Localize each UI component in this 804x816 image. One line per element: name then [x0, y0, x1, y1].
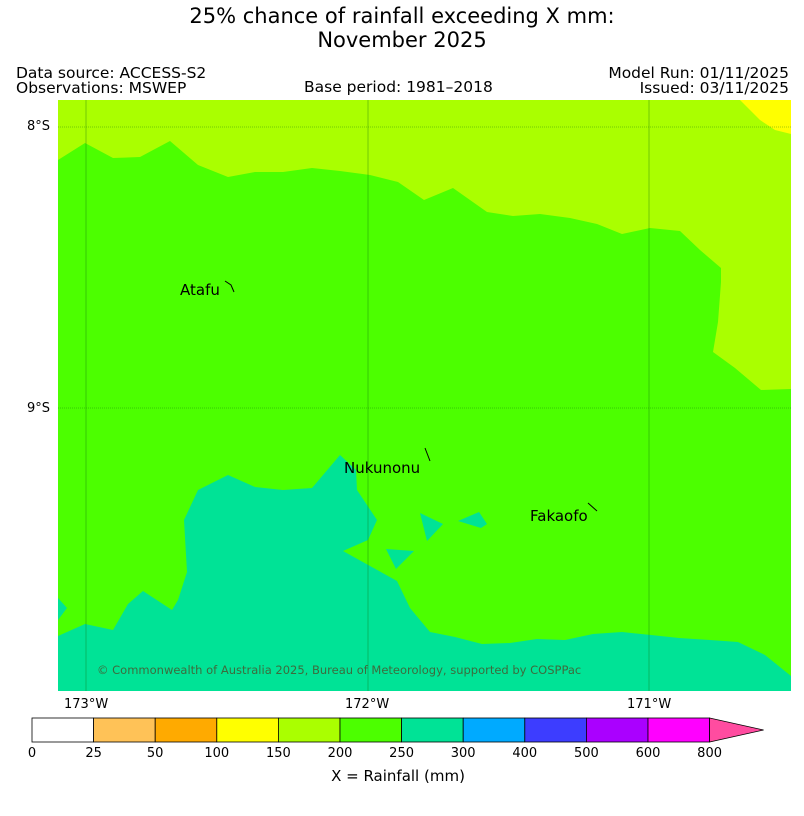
- colorbar-segment-100-150: [216, 717, 279, 743]
- place-label-atafu: Atafu: [180, 281, 220, 299]
- colorbar-label-25: 25: [85, 746, 102, 761]
- nukunonu-atoll: [424, 447, 431, 462]
- base-period: Base period: 1981–2018: [304, 78, 493, 96]
- colorbar-segment-250-300: [401, 717, 464, 743]
- colorbar-extension-over-800: [709, 717, 764, 743]
- header-left: Data source: ACCESS-S2 Observations: MSW…: [16, 64, 207, 97]
- colorbar-label-600: 600: [635, 746, 661, 761]
- lon-tick-172w: 172°W: [345, 697, 390, 712]
- chart-title: 25% chance of rainfall exceeding X mm: N…: [0, 4, 804, 52]
- colorbar-label-500: 500: [573, 746, 599, 761]
- header-right: Model Run: 01/11/2025 Issued: 03/11/2025: [608, 64, 789, 97]
- colorbar-label-250: 250: [389, 746, 414, 761]
- colorbar-segment-0-25: [31, 717, 94, 743]
- colorbar-xlabel: X = Rainfall (mm): [331, 767, 465, 785]
- colorbar-label-800: 800: [697, 746, 722, 761]
- fakaofo-atoll: [587, 502, 598, 512]
- copyright-notice: © Commonwealth of Australia 2025, Bureau…: [97, 663, 581, 677]
- zone-250-300-west: [58, 598, 67, 620]
- colorbar-segment-300-400: [462, 717, 526, 743]
- colorbar-label-300: 300: [450, 746, 476, 761]
- colorbar: [31, 717, 764, 743]
- zone-250-300-patch-b: [458, 512, 487, 528]
- model-run: Model Run: 01/11/2025: [608, 64, 789, 82]
- title-line-1: 25% chance of rainfall exceeding X mm:: [189, 4, 615, 28]
- issued-date: Issued: 03/11/2025: [639, 79, 789, 97]
- colorbar-segment-500-600: [586, 717, 649, 743]
- zone-250-300: [58, 455, 791, 691]
- place-label-fakaofo: Fakaofo: [530, 507, 588, 525]
- zone-250-300-patch-a: [420, 513, 443, 541]
- colorbar-label-400: 400: [512, 746, 538, 761]
- colorbar-segment-150-200: [277, 717, 341, 743]
- colorbar-segment-200-250: [339, 717, 402, 743]
- colorbar-label-200: 200: [327, 746, 353, 761]
- lat-tick-8s: 8°S: [27, 119, 51, 134]
- observations: Observations: MSWEP: [16, 79, 187, 97]
- place-label-nukunonu: Nukunonu: [344, 459, 420, 477]
- colorbar-label-150: 150: [265, 746, 291, 761]
- colorbar-segment-25-50: [93, 717, 156, 743]
- colorbar-segment-400-500: [524, 717, 587, 743]
- atafu-atoll: [224, 280, 235, 293]
- colorbar-label-50: 50: [146, 746, 164, 761]
- data-source: Data source: ACCESS-S2: [16, 64, 207, 82]
- zone-250-300-patch-c: [386, 549, 414, 569]
- zone-100-150: [740, 100, 791, 134]
- lat-tick-9s: 9°S: [27, 401, 51, 416]
- colorbar-segment-50-100: [154, 717, 218, 743]
- colorbar-label-100: 100: [204, 746, 230, 761]
- title-line-2: November 2025: [317, 28, 487, 52]
- colorbar-label-0: 0: [27, 746, 37, 761]
- lon-tick-171w: 171°W: [627, 697, 672, 712]
- colorbar-segment-600-800: [647, 717, 710, 743]
- lon-tick-173w: 173°W: [64, 697, 109, 712]
